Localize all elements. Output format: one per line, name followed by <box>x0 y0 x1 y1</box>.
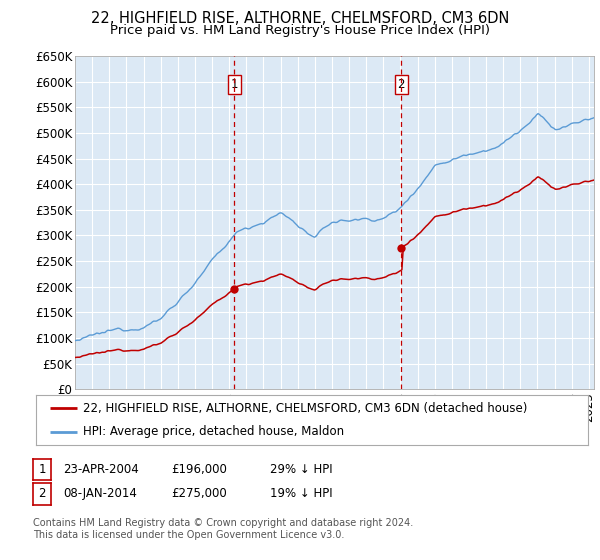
Text: HPI: Average price, detached house, Maldon: HPI: Average price, detached house, Mald… <box>83 425 344 438</box>
Text: 29% ↓ HPI: 29% ↓ HPI <box>270 463 332 476</box>
Text: 22, HIGHFIELD RISE, ALTHORNE, CHELMSFORD, CM3 6DN: 22, HIGHFIELD RISE, ALTHORNE, CHELMSFORD… <box>91 11 509 26</box>
Text: 23-APR-2004: 23-APR-2004 <box>63 463 139 476</box>
Text: 08-JAN-2014: 08-JAN-2014 <box>63 487 137 501</box>
Text: Contains HM Land Registry data © Crown copyright and database right 2024.
This d: Contains HM Land Registry data © Crown c… <box>33 518 413 540</box>
Text: 22, HIGHFIELD RISE, ALTHORNE, CHELMSFORD, CM3 6DN (detached house): 22, HIGHFIELD RISE, ALTHORNE, CHELMSFORD… <box>83 402 527 415</box>
Text: 2: 2 <box>38 487 46 501</box>
Text: 1: 1 <box>38 463 46 476</box>
Text: 2: 2 <box>398 78 405 91</box>
Text: £196,000: £196,000 <box>171 463 227 476</box>
Text: 1: 1 <box>230 78 238 91</box>
Text: 19% ↓ HPI: 19% ↓ HPI <box>270 487 332 501</box>
Text: Price paid vs. HM Land Registry's House Price Index (HPI): Price paid vs. HM Land Registry's House … <box>110 24 490 36</box>
Text: £275,000: £275,000 <box>171 487 227 501</box>
